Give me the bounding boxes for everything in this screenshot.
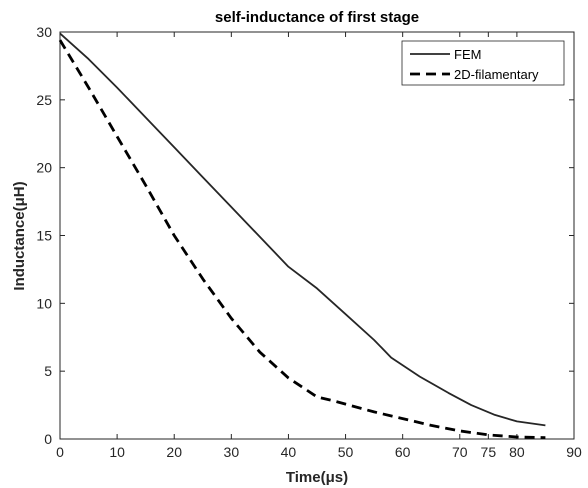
x-tick-label: 80 [509, 444, 525, 460]
y-tick-label: 25 [36, 92, 52, 108]
x-tick-label: 75 [481, 444, 497, 460]
x-tick-label: 70 [452, 444, 468, 460]
legend: FEM 2D-filamentary [401, 40, 565, 86]
legend-label-0: FEM [454, 47, 481, 62]
y-axis-ticks: 0 5 10 15 20 25 30 [36, 24, 574, 447]
series-line-0 [59, 32, 546, 427]
y-tick-label: 20 [36, 160, 52, 176]
chart-title: self-inductance of first stage [215, 9, 419, 26]
plot-area [59, 31, 575, 440]
legend-label-1: 2D-filamentary [454, 67, 539, 82]
x-axis-label: Time(μs) [286, 469, 348, 486]
series-line-1 [58, 39, 546, 439]
x-tick-label: 0 [56, 444, 64, 460]
legend-box [401, 40, 565, 86]
x-tick-label: 90 [566, 444, 582, 460]
x-axis-ticks: 0 10 20 30 40 50 60 70 75 80 90 [56, 32, 582, 460]
y-tick-label: 15 [36, 228, 52, 244]
x-tick-label: 30 [224, 444, 240, 460]
y-tick-label: 0 [44, 431, 52, 447]
x-tick-label: 50 [338, 444, 354, 460]
x-tick-label: 10 [109, 444, 125, 460]
series-lines [58, 32, 546, 439]
y-tick-label: 5 [44, 363, 52, 379]
y-tick-label: 30 [36, 24, 52, 40]
x-tick-label: 60 [395, 444, 411, 460]
x-tick-label: 20 [166, 444, 182, 460]
x-tick-label: 40 [281, 444, 297, 460]
y-axis-label: Inductance(μH) [11, 181, 28, 290]
y-tick-label: 10 [36, 295, 52, 311]
